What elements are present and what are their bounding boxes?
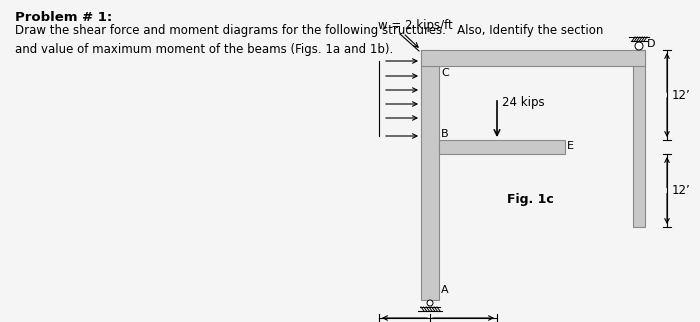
Text: Draw the shear force and moment diagrams for the following structures.   Also, I: Draw the shear force and moment diagrams… [15, 24, 603, 55]
Bar [421, 50, 439, 300]
Bar [421, 50, 645, 66]
Text: 24 kips: 24 kips [502, 96, 545, 109]
Text: 12’: 12’ [672, 184, 691, 197]
Text: D: D [647, 39, 655, 49]
Text: A: A [441, 285, 449, 295]
Bar [439, 140, 565, 154]
Circle shape [635, 42, 643, 50]
Text: B: B [441, 129, 449, 139]
Text: Fig. 1c: Fig. 1c [507, 194, 554, 206]
Circle shape [427, 300, 433, 306]
Text: Problem # 1:: Problem # 1: [15, 11, 112, 24]
Text: E: E [567, 141, 574, 151]
Text: C: C [441, 68, 449, 78]
Bar [633, 50, 645, 227]
Text: 12’: 12’ [672, 89, 691, 101]
Text: w = 2 kips/ft: w = 2 kips/ft [378, 19, 453, 32]
